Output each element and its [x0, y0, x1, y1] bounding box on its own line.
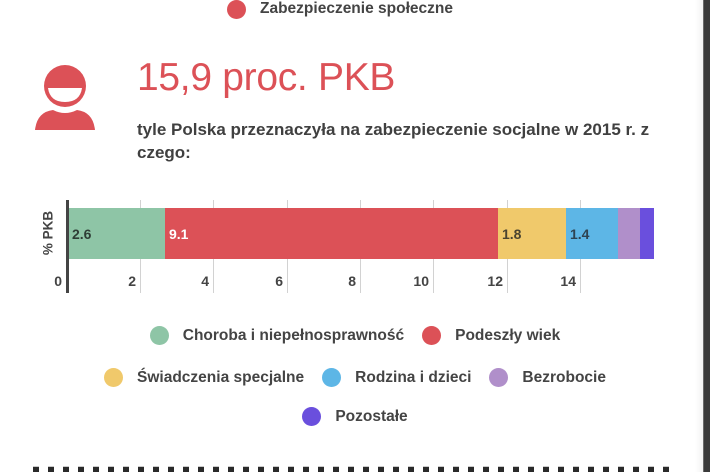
x-tick-label: 6 — [275, 273, 283, 289]
bar-segment-choroba[interactable]: 2.6 — [68, 208, 165, 259]
legend-item-choroba[interactable]: Choroba i niepełnosprawność — [149, 326, 405, 345]
headline-value: 15,9 proc. PKB — [137, 56, 396, 99]
bar-segment-rodzina[interactable]: 1.4 — [566, 208, 618, 259]
legend-label: Pozostałe — [335, 407, 408, 425]
legend-item-podeszly-wiek[interactable]: Podeszły wiek — [422, 326, 560, 345]
x-tick-label: 14 — [560, 273, 576, 289]
legend-row-3: Pozostałe — [0, 407, 710, 426]
bar-segment-podeszly-wiek[interactable]: 9.1 — [165, 208, 498, 259]
person-icon — [35, 65, 95, 130]
legend-dot-icon — [302, 407, 322, 426]
bar-value-label: 9.1 — [169, 225, 189, 242]
legend-item-bezrobocie[interactable]: Bezrobocie — [489, 368, 606, 387]
legend-label: Świadczenia specjalne — [137, 368, 305, 386]
y-axis-label: % PKB — [40, 210, 56, 256]
bar-value-label: 2.6 — [72, 225, 92, 242]
window-scrollbar[interactable] — [703, 0, 710, 472]
bar-segment-bezrobocie[interactable] — [618, 208, 640, 259]
bar-value-label: 1.4 — [570, 225, 590, 242]
legend-label: Choroba i niepełnosprawność — [182, 326, 405, 344]
bar-segment-swiadczenia[interactable]: 1.8 — [498, 208, 566, 259]
top-legend-item: Zabezpieczenie społeczne — [227, 0, 453, 19]
x-tick-label: 8 — [348, 273, 356, 289]
x-tick-label: 10 — [413, 273, 429, 289]
y-axis-line — [66, 200, 69, 293]
legend-item-rodzina[interactable]: Rodzina i dzieci — [322, 368, 471, 387]
clipped-heading-glyphs — [33, 466, 673, 472]
legend-label: Zabezpieczenie społeczne — [260, 0, 453, 17]
legend-dot-icon — [322, 368, 342, 387]
legend-dot-icon — [149, 326, 169, 345]
legend-label: Rodzina i dzieci — [355, 368, 472, 386]
next-section-heading-clipped — [31, 459, 691, 472]
page-edge-shade — [695, 0, 703, 472]
x-tick-label: 4 — [201, 273, 209, 289]
legend-item-swiadczenia[interactable]: Świadczenia specjalne — [104, 368, 304, 387]
headline-subtitle: tyle Polska przeznaczyła na zabezpieczen… — [137, 120, 650, 162]
legend-dot-icon — [104, 368, 124, 387]
x-tick-label: 12 — [487, 273, 503, 289]
legend-label: Bezrobocie — [522, 368, 606, 386]
legend-dot-icon — [422, 326, 442, 345]
legend-dot-icon — [489, 368, 509, 387]
legend-label: Podeszły wiek — [455, 326, 561, 344]
bar-value-label: 1.8 — [502, 225, 522, 242]
x-tick-label: 2 — [128, 273, 136, 289]
legend-item-pozostale[interactable]: Pozostałe — [302, 407, 408, 426]
x-tick-label: 0 — [54, 273, 62, 289]
legend-row-2: Świadczenia specjalne Rodzina i dzieci B… — [0, 368, 710, 387]
bar-segment-pozostale[interactable] — [640, 208, 654, 259]
legend-row-1: Choroba i niepełnosprawność Podeszły wie… — [0, 326, 710, 345]
legend-dot-icon — [227, 0, 246, 19]
